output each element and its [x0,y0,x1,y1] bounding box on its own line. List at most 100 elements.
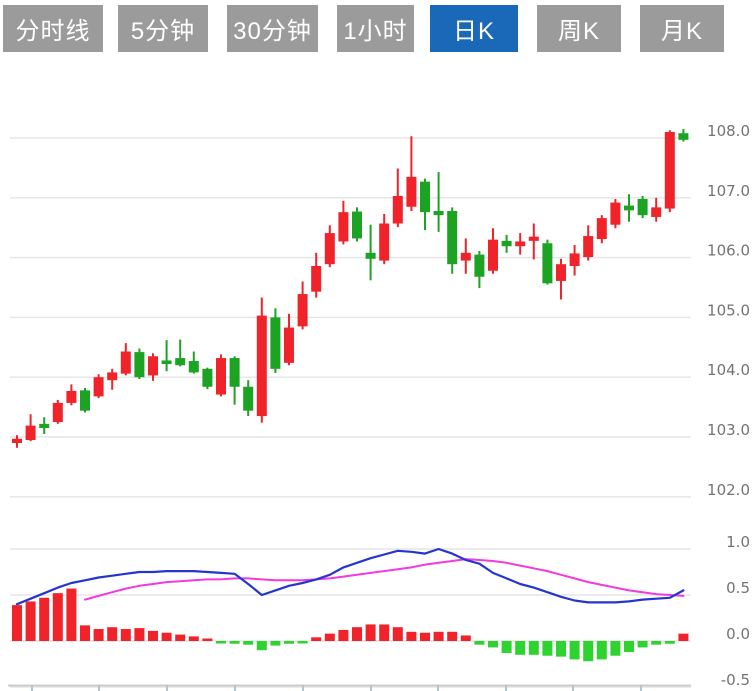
candle-body [175,358,186,366]
price-axis-label: 106.0 [707,242,750,260]
candle-body [148,356,158,376]
macd-bar-negative [596,641,607,660]
tab-weekly-k[interactable]: 周K [537,5,621,52]
candle-body [528,236,539,241]
macd-bar-negative [243,641,254,645]
macd-bar-positive [161,632,172,641]
dea-line [84,558,685,601]
candle-body [25,425,36,440]
price-axis-label: 104.0 [707,361,750,379]
macd-bar-positive [460,635,471,641]
candle-body [188,361,199,373]
macd-axis-label: 0.0 [726,625,750,643]
candle-body [420,181,430,213]
candle-body [610,202,621,225]
macd-bar-positive [148,630,158,641]
candle-body [311,265,322,292]
macd-bar-negative [528,641,539,655]
macd-bar-negative [637,641,648,648]
candle-body [583,236,594,258]
macd-bar-negative [515,641,526,655]
macd-bar-negative [501,641,512,653]
candle-body [406,176,417,207]
macd-bar-positive [66,588,77,641]
macd-bar-positive [80,625,90,641]
macd-bar-negative [270,641,281,646]
tab-1hour[interactable]: 1小时 [337,5,414,52]
macd-bar-negative [216,641,226,644]
tab-5min[interactable]: 5分钟 [118,5,208,52]
macd-bar-positive [175,634,186,641]
macd-bar-negative [284,641,294,644]
candle-body [284,327,294,363]
candle-body [501,240,512,247]
macd-bar-negative [229,641,240,644]
macd-bar-positive [447,631,458,641]
macd-bar-positive [134,628,145,641]
price-axis-label: 105.0 [707,301,750,319]
macd-bar-positive [678,633,689,641]
macd-bar-positive [120,629,131,641]
candle-body [161,360,172,365]
macd-bar-negative [542,641,553,656]
candle-body [474,254,485,277]
axis-layer: 108.0 107.0 106.0 105.0 104.0 103.0 102.0 1.0 0.… [8,122,750,691]
macd-layer [12,547,689,662]
macd-bar-positive [338,629,349,641]
macd-bar-negative [624,641,634,653]
candle-body [447,210,458,265]
candle-body [216,358,226,395]
candle-body [39,423,50,429]
candle-body [596,218,607,240]
period-tabbar: 分时线 5分钟 30分钟 1小时 日K 周K 月K [0,0,754,58]
grid-layer [10,137,691,688]
dif-line [15,547,685,606]
macd-bar-positive [324,633,335,641]
macd-bar-positive [311,637,322,641]
candle-body [556,264,566,281]
candle-body [297,294,308,327]
macd-bar-positive [12,605,22,641]
macd-bar-positive [93,629,104,641]
macd-bar-negative [583,641,594,662]
candle-body [637,198,648,216]
candle-body [433,210,444,216]
candle-body [624,205,634,211]
candle-body [664,132,675,209]
candle-body [120,351,131,374]
macd-axis-label: 0.5 [726,579,750,597]
candle-body [678,133,689,140]
price-axis-label: 107.0 [707,182,750,200]
candle-body [569,253,580,266]
macd-bar-positive [433,631,444,641]
macd-bar-positive [25,601,36,641]
candle-layer [12,129,689,448]
candle-body [392,196,403,224]
tab-daily-k[interactable]: 日K [430,5,518,52]
price-axis-label: 108.0 [707,122,750,140]
candle-body [66,390,77,403]
macd-bar-positive [107,627,118,641]
macd-bar-positive [420,632,430,641]
candle-body [515,241,526,247]
macd-bar-positive [379,624,390,641]
candle-body [243,386,254,411]
candle-body [52,402,63,423]
candle-body [93,377,104,397]
candle-body [12,438,22,443]
candle-body [80,390,90,411]
candle-body [488,239,498,271]
price-axis-label: 103.0 [707,421,750,439]
macd-bar-positive [392,627,403,641]
candle-body [542,243,553,284]
macd-bar-negative [610,641,621,656]
tab-minute-line[interactable]: 分时线 [3,5,103,52]
tab-monthly-k[interactable]: 月K [640,5,724,52]
macd-axis-label: -0.5 [721,671,750,689]
macd-bar-positive [406,631,417,641]
tab-30min[interactable]: 30分钟 [227,5,318,52]
macd-bar-negative [664,641,675,644]
candle-body [256,315,267,417]
candle-body [460,252,471,261]
